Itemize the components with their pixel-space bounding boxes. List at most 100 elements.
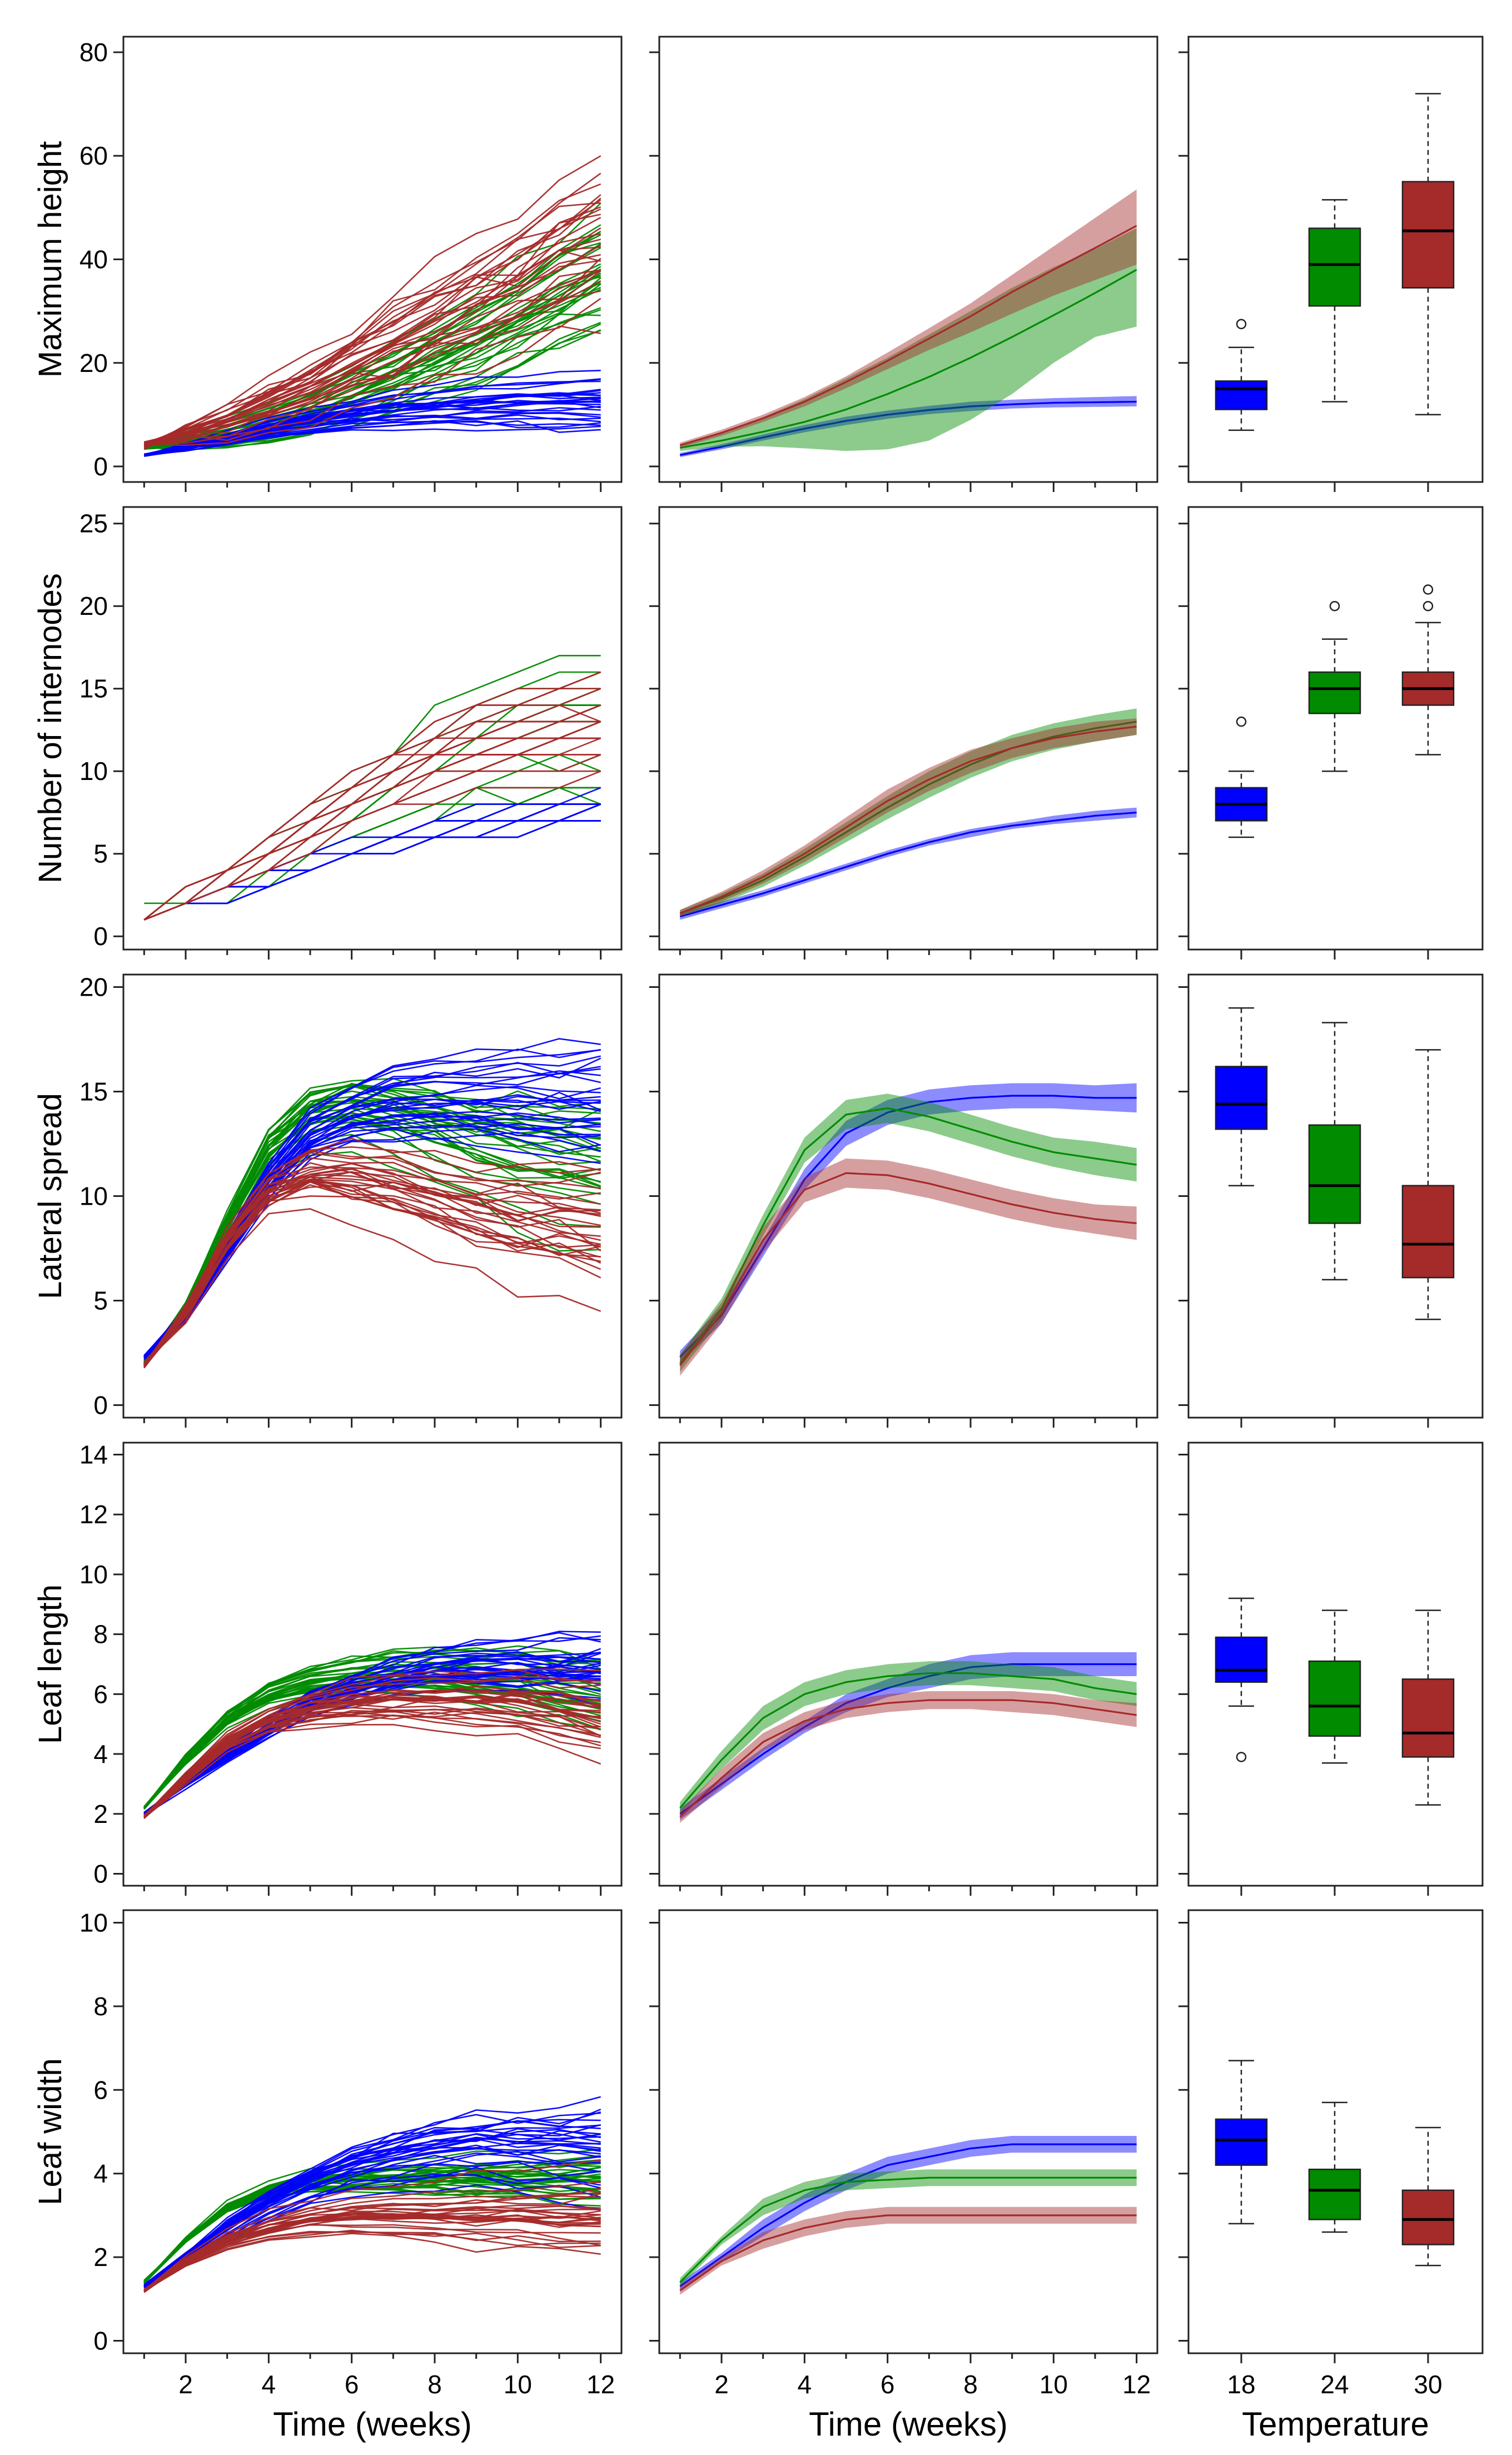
y-tick-label: 10 [79,757,108,786]
confidence-band-24 [680,228,1137,451]
y-tick-label: 8 [93,1992,108,2021]
box-18 [1215,1636,1268,1683]
trajectory-line-18 [143,803,601,921]
x-tick-label: 30 [1414,2370,1442,2399]
trajectory-line-30 [143,2223,601,2291]
x-tick-label: 18 [1227,2370,1255,2399]
fitted-curves-frame [658,1909,1158,2354]
trajectory-line-30 [143,2181,601,2291]
outlier-point [1423,584,1434,595]
box-24 [1308,2168,1361,2220]
y-tick-label: 15 [79,1077,108,1106]
trajectory-line-18 [143,803,601,921]
box-24 [1308,227,1361,307]
y-tick-label: 14 [79,1440,108,1469]
trajectory-line-18 [143,2111,601,2288]
individual-lines-panel [143,655,601,921]
fitted-curves-panel [679,1083,1137,1376]
fitted-curve-18 [679,2143,1137,2288]
fitted-curve-30 [679,1172,1137,1366]
trajectory-line-30 [143,183,601,450]
fitted-curve-30 [679,225,1137,446]
trajectory-line-30 [143,1146,601,1365]
confidence-band-18 [680,1652,1137,1820]
trajectory-line-18 [143,1112,601,1359]
confidence-band-24 [680,1661,1137,1814]
outlier-point [1423,600,1434,612]
trajectory-line-30 [144,290,601,448]
trajectory-line-18 [143,1114,601,1358]
x-tick-label: 10 [504,2370,532,2399]
y-tick-label: 0 [93,1859,108,1888]
y-tick-label: 60 [79,141,108,170]
y-tick-label: 5 [93,839,108,868]
trajectory-line-30 [143,208,601,445]
trajectory-line-18 [143,2148,601,2287]
trajectory-line-30 [143,1689,601,1820]
box-18 [1215,2118,1268,2166]
confidence-band-18 [680,807,1137,920]
fitted-curve-30 [679,2214,1137,2292]
y-tick-label: 0 [93,922,108,951]
fitted-curves-frame [658,36,1158,483]
y-axis-label: Leaf length [32,1584,68,1744]
y-tick-label: 12 [79,1500,108,1529]
trajectory-line-18 [143,803,601,921]
boxplot-frame [1187,1909,1484,2354]
trajectory-line-18 [143,803,601,921]
trajectory-line-18 [143,803,601,921]
box-30 [1401,1678,1455,1758]
trajectory-line-18 [143,803,601,921]
boxplot-frame [1187,973,1484,1419]
trajectory-line-18 [143,820,601,921]
trajectory-line-30 [143,1668,601,1818]
fitted-curve-24 [679,720,1137,915]
trajectory-line-30 [143,1714,601,1816]
x-tick-label: 6 [345,2370,359,2399]
trajectory-line-24 [143,1096,601,1365]
outlier-point [1236,1752,1247,1762]
trajectory-line-18 [143,803,601,921]
trajectory-line-30 [143,1711,601,1818]
trajectory-line-30 [143,270,601,446]
confidence-band-30 [680,1158,1137,1376]
trajectory-line-18 [143,1114,601,1358]
trajectory-line-30 [143,1723,601,1818]
x-tick-label: 6 [881,2370,895,2399]
trajectory-line-30 [144,246,601,443]
fitted-curve-18 [679,401,1137,456]
trajectory-line-24 [143,1098,601,1364]
trajectory-line-30 [143,737,601,921]
trajectory-line-18 [143,820,601,921]
trajectory-line-30 [144,269,601,445]
trajectory-line-18 [143,820,601,921]
trajectory-line-18 [143,1673,601,1815]
individual-lines-panel [143,2096,601,2293]
trajectory-line-18 [143,803,601,921]
individual-lines-panel [143,1631,601,1820]
box-24 [1308,1124,1361,1224]
trajectory-line-24 [143,2148,601,2283]
trajectory-line-30 [143,1678,601,1816]
trajectory-line-30 [143,206,601,446]
trajectory-line-30 [143,704,601,921]
trajectory-line-30 [143,1669,601,1817]
box-18 [1215,380,1268,410]
y-tick-label: 6 [93,1679,108,1708]
x-tick-label: 4 [262,2370,276,2399]
y-tick-label: 25 [79,509,108,538]
boxplot-panel [1215,93,1455,431]
trajectory-line-30 [144,325,601,446]
box-24 [1308,671,1361,714]
trajectory-line-30 [143,1208,601,1364]
confidence-band-24 [680,2169,1137,2287]
fitted-curve-30 [679,1699,1137,1818]
y-tick-label: 10 [79,1909,108,1937]
y-tick-label: 2 [93,2243,108,2272]
individual-lines-panel [143,155,601,457]
trajectory-line-30 [143,1137,601,1366]
trajectory-line-18 [143,803,601,921]
y-tick-label: 4 [93,1740,108,1768]
y-tick-label: 40 [79,245,108,274]
trajectory-line-30 [143,2205,601,2292]
